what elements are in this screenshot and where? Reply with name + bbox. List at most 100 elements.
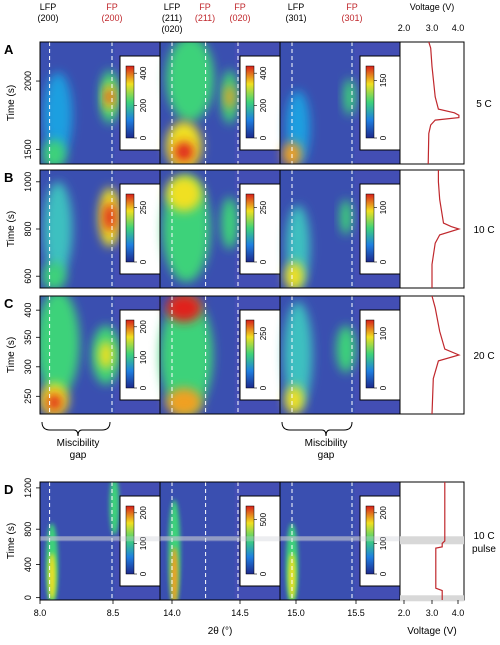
miscibility-label: Miscibility <box>57 438 100 449</box>
voltage-curve <box>431 170 461 288</box>
colorbar-tick-label: 0 <box>379 571 388 576</box>
heatmap-intensity-blob <box>42 262 67 288</box>
y-axis-tick-label: 800 <box>23 522 33 537</box>
pulse-gap-band <box>40 536 400 542</box>
colorbar-tick-label: 200 <box>139 506 148 520</box>
voltage-x-axis-label: Voltage (V) <box>407 626 456 637</box>
miscibility-label: Miscibility <box>305 438 348 449</box>
y-axis-tick-label: 1500 <box>23 139 33 159</box>
colorbar-tick-label: 150 <box>379 73 388 87</box>
colorbar-tick-label: 200 <box>379 506 388 520</box>
y-axis-tick-label: 600 <box>23 269 33 284</box>
colorbar-tick-label: 0 <box>259 259 268 264</box>
colorbar-tick-label: 200 <box>259 98 268 112</box>
colorbar-gradient <box>245 505 255 575</box>
y-axis-tick-label: 1200 <box>23 478 33 498</box>
colorbar-tick-label: 100 <box>379 200 388 214</box>
panel-letter: D <box>4 482 13 497</box>
colorbar-gradient <box>125 193 135 263</box>
column-header-label: FP <box>106 2 118 12</box>
y-axis-tick-label: 800 <box>23 221 33 236</box>
heatmap-intensity-blob <box>103 203 116 232</box>
heatmap-row-c: C 0 100 200 0 250 0 100 400 350 300 250 20 C <box>4 295 495 415</box>
y-axis-labels: Time (s) Time (s) Time (s) Time (s) <box>6 85 17 559</box>
voltage-curve <box>435 482 446 600</box>
y-axis-label: Time (s) <box>6 211 17 247</box>
miscibility-brace <box>41 421 111 437</box>
colorbar-tick-label: 250 <box>139 200 148 214</box>
x-axis-tick-label: 15.0 <box>287 608 305 618</box>
heatmap-intensity-blob <box>109 482 120 536</box>
y-axis-tick-label: 250 <box>23 389 33 404</box>
x-axis-tick-label: 15.5 <box>347 608 365 618</box>
colorbar-tick-label: 400 <box>139 66 148 80</box>
colorbar-tick-label: 0 <box>259 571 268 576</box>
heatmap-intensity-blob <box>224 84 235 110</box>
colorbar-gradient <box>365 319 375 389</box>
panel-letter: A <box>4 42 14 57</box>
heatmap-intensity-blob <box>42 139 67 164</box>
voltage-header-tick: 4.0 <box>452 23 465 33</box>
column-header-label: LFP <box>40 2 57 12</box>
column-header-label: FP <box>234 2 246 12</box>
colorbar-gradient <box>365 505 375 575</box>
heatmap-row-d: D 0 100 200 0 500 0 100 200 1200 800 400 0 10 C pulse <box>4 478 496 602</box>
column-header-label: (200) <box>37 13 58 23</box>
voltage-header-tick: 2.0 <box>398 23 411 33</box>
heatmap-intensity-blob <box>166 296 202 322</box>
colorbar-tick-label: 0 <box>379 259 388 264</box>
rate-label: 5 C <box>476 99 492 110</box>
rate-label: 20 C <box>473 351 494 362</box>
colorbar-tick-label: 0 <box>139 385 148 390</box>
heatmap-intensity-blob <box>340 199 352 235</box>
colorbar-gradient <box>365 65 375 139</box>
colorbar-tick-label: 400 <box>259 66 268 80</box>
heatmap-intensity-blob <box>284 385 304 414</box>
colorbar-tick-label: 0 <box>139 571 148 576</box>
column-header-label: (200) <box>101 13 122 23</box>
pulse-gap-band <box>160 536 280 541</box>
panel-letter: B <box>4 170 13 185</box>
x-axis: 8.0 8.5 14.0 14.5 15.0 15.5 2.0 3.0 4.0 <box>34 600 464 618</box>
colorbar-tick-label: 0 <box>259 385 268 390</box>
panel-letter: C <box>4 296 14 311</box>
heatmap-intensity-blob <box>343 78 356 116</box>
colorbar-tick-label: 250 <box>259 326 268 340</box>
pulse-gap-band <box>400 595 464 602</box>
heatmap-row-a: A 0 200 400 0 200 400 0 150 2000 1500 5 C <box>4 41 492 165</box>
voltage-panel <box>399 295 465 415</box>
miscibility-label: gap <box>318 450 335 461</box>
colorbar-gradient <box>125 65 135 139</box>
heatmap-intensity-blob <box>40 296 80 397</box>
column-header-label: (020) <box>161 24 182 34</box>
pulse-gap-band <box>40 536 160 541</box>
colorbar-gradient <box>245 65 255 139</box>
column-header-label: FP <box>346 2 358 12</box>
heatmap-intensity-blob <box>48 552 56 600</box>
colorbar-tick-label: 200 <box>139 98 148 112</box>
colorbar-tick-label: 100 <box>139 536 148 550</box>
column-header-label: (211) <box>195 13 215 23</box>
column-header-label: LFP <box>164 2 181 12</box>
column-headers: LFP(200)FP(200)LFP(211)(020)FP(211)FP(02… <box>37 2 362 34</box>
voltage-header-tick: 3.0 <box>426 23 439 33</box>
x-axis-tick-label: 14.0 <box>163 608 181 618</box>
voltage-x-axis-tick-label: 2.0 <box>398 608 411 618</box>
y-axis-label: Time (s) <box>6 85 17 121</box>
colorbar-gradient <box>245 193 255 263</box>
heatmap-intensity-blob <box>283 301 313 409</box>
y-axis-label: Time (s) <box>6 337 17 373</box>
column-header-label: (301) <box>341 13 362 23</box>
colorbar-tick-label: 100 <box>379 326 388 340</box>
colorbar-tick-label: 0 <box>259 135 268 140</box>
heatmap-intensity-blob <box>43 72 73 158</box>
rate-label: 10 C <box>473 531 494 542</box>
heatmap-intensity-blob <box>160 296 213 414</box>
heatmap-intensity-blob <box>336 325 356 373</box>
colorbar-gradient <box>245 319 255 389</box>
colorbar-tick-label: 100 <box>139 350 148 364</box>
column-header-label: LFP <box>288 2 305 12</box>
heatmap-intensity-blob <box>47 393 62 411</box>
voltage-header-ticks: 2.0 3.0 4.0 <box>398 23 465 33</box>
